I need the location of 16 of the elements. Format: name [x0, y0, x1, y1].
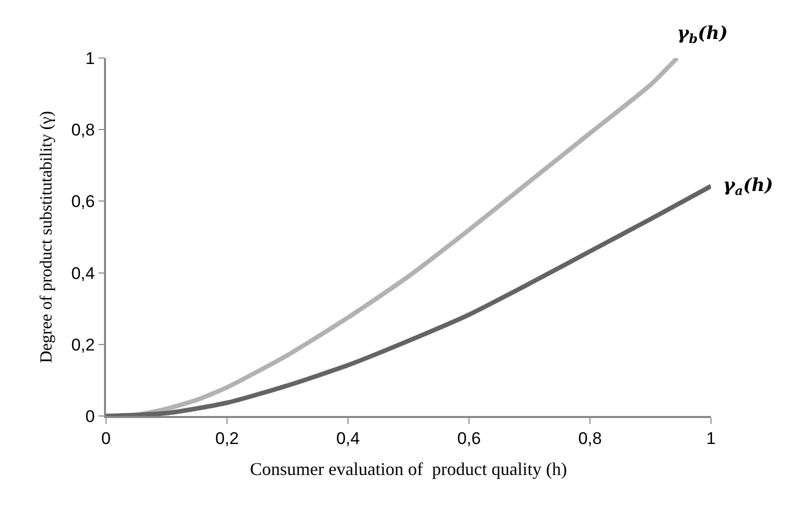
- x-tick-label: 1: [706, 429, 716, 448]
- y-axis-title: Degree of product substitutability (γ): [36, 110, 56, 364]
- y-tick-label: 0,8: [71, 120, 95, 140]
- x-tick-label: 0,6: [457, 429, 481, 448]
- y-tick-label: 0: [85, 406, 95, 426]
- x-tick-label: 0,2: [215, 429, 239, 448]
- y-tick-label: 1: [85, 48, 95, 68]
- y-tick-label: 0,2: [71, 335, 95, 354]
- series-label: γ$_{a}$(h): [723, 175, 774, 198]
- x-tick-label: 0,4: [336, 429, 360, 448]
- series-label: γ$_{b}$(h): [677, 23, 728, 46]
- x-tick-label: 0,8: [578, 429, 602, 448]
- y-tick-label: 0,4: [71, 264, 95, 283]
- x-axis-title: Consumer evaluation of product quality (h): [250, 458, 567, 479]
- x-tick-label: 0: [101, 429, 111, 448]
- y-tick-label: 0,6: [71, 192, 95, 212]
